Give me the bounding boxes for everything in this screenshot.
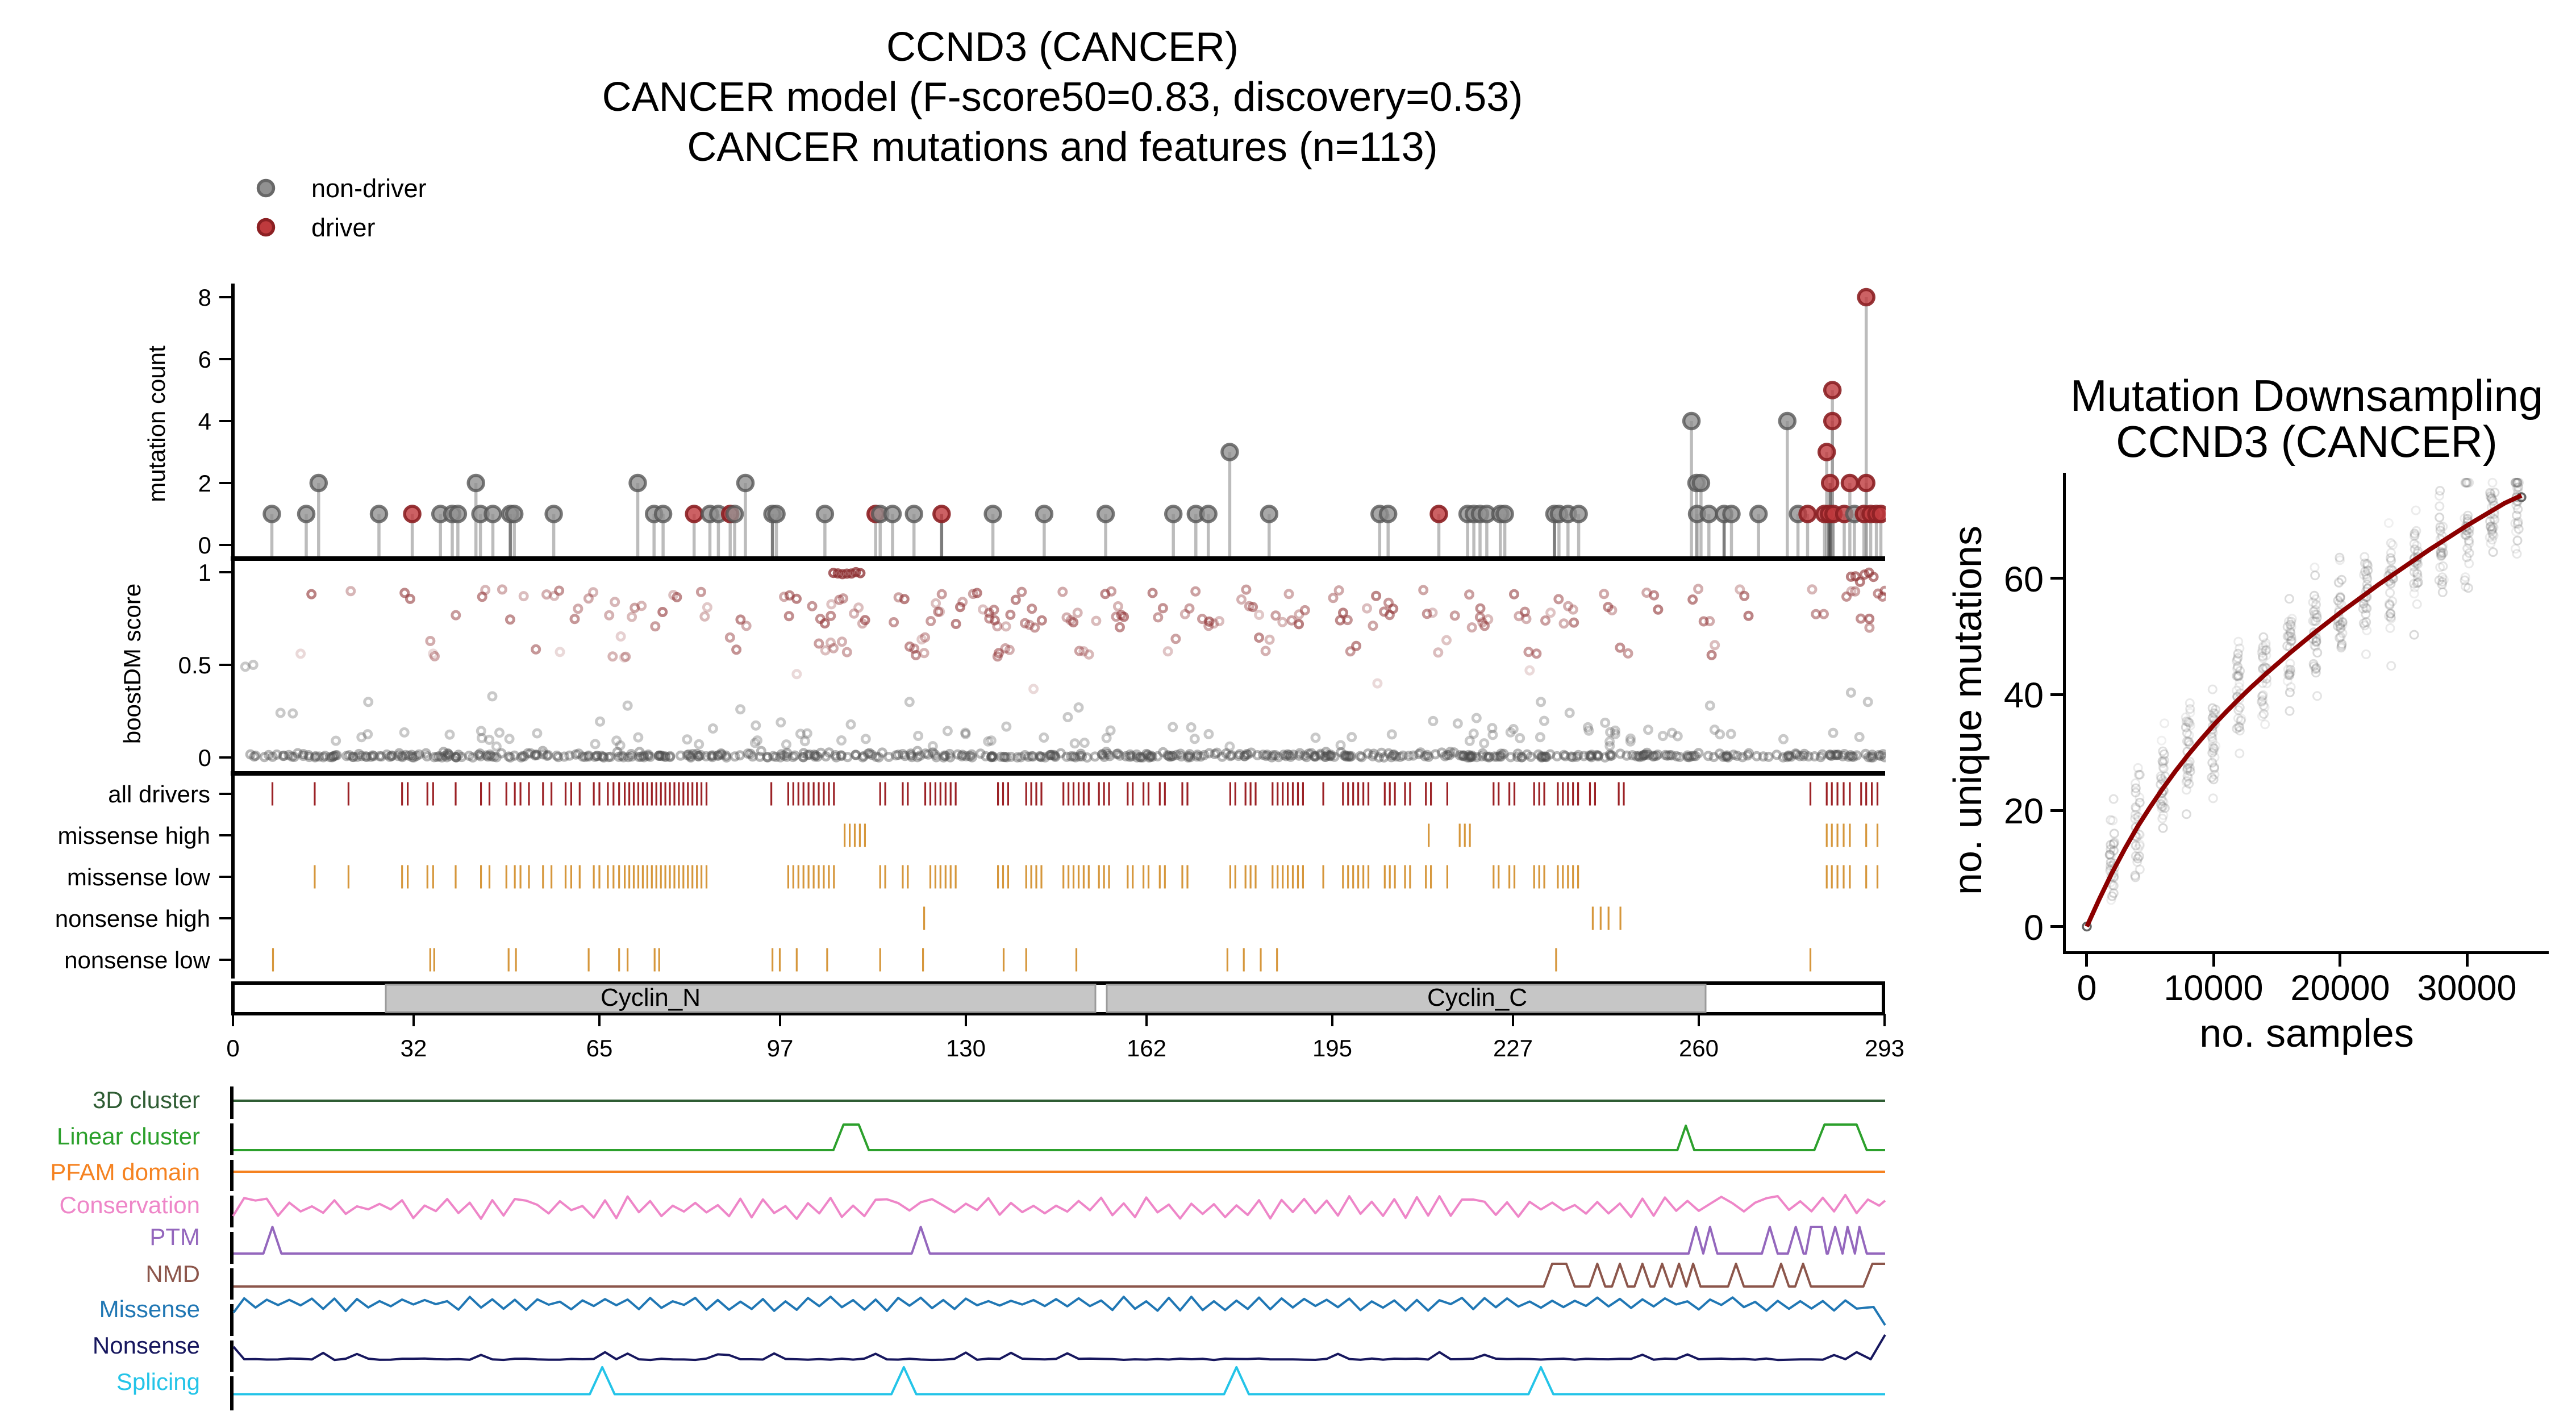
svg-text:all drivers: all drivers — [108, 781, 210, 807]
svg-text:no. unique mutations: no. unique mutations — [1945, 526, 1990, 895]
svg-text:0: 0 — [2024, 908, 2044, 948]
svg-text:3D cluster: 3D cluster — [93, 1086, 200, 1113]
svg-text:PFAM domain: PFAM domain — [50, 1159, 200, 1185]
svg-text:driver: driver — [311, 213, 376, 242]
svg-text:260: 260 — [1679, 1035, 1719, 1061]
svg-text:CANCER model (F-score50=0.83,: CANCER model (F-score50=0.83, discovery=… — [602, 74, 1523, 120]
svg-text:162: 162 — [1127, 1035, 1166, 1061]
svg-text:60: 60 — [2004, 560, 2044, 599]
svg-text:293: 293 — [1865, 1035, 1904, 1061]
svg-text:0: 0 — [2077, 968, 2096, 1008]
svg-text:30000: 30000 — [2417, 968, 2516, 1008]
svg-text:CCND3 (CANCER): CCND3 (CANCER) — [2116, 417, 2498, 467]
svg-text:nonsense low: nonsense low — [64, 947, 211, 973]
svg-text:32: 32 — [401, 1035, 427, 1061]
svg-text:1: 1 — [198, 559, 211, 586]
svg-text:nonsense high: nonsense high — [55, 905, 210, 932]
svg-text:Cyclin_N: Cyclin_N — [601, 984, 701, 1011]
svg-text:20000: 20000 — [2290, 968, 2390, 1008]
svg-text:0: 0 — [198, 744, 211, 771]
svg-text:8: 8 — [198, 284, 211, 311]
svg-text:65: 65 — [586, 1035, 613, 1061]
svg-text:40: 40 — [2004, 676, 2044, 715]
svg-text:missense high: missense high — [58, 822, 210, 849]
svg-text:20: 20 — [2004, 792, 2044, 831]
svg-text:4: 4 — [198, 408, 211, 435]
svg-text:Nonsense: Nonsense — [93, 1332, 200, 1359]
svg-text:CANCER mutations and features: CANCER mutations and features (n=113) — [687, 124, 1437, 170]
svg-text:Missense: Missense — [99, 1296, 200, 1322]
svg-text:Conservation: Conservation — [60, 1192, 200, 1218]
svg-text:missense low: missense low — [67, 864, 211, 890]
svg-text:0: 0 — [198, 532, 211, 559]
svg-text:130: 130 — [946, 1035, 986, 1061]
svg-text:Splicing: Splicing — [116, 1368, 200, 1395]
svg-text:boostDM score: boostDM score — [119, 584, 145, 744]
svg-text:0: 0 — [226, 1035, 239, 1061]
svg-text:0.5: 0.5 — [178, 652, 211, 678]
svg-text:Mutation Downsampling: Mutation Downsampling — [2070, 370, 2543, 421]
svg-text:Cyclin_C: Cyclin_C — [1427, 984, 1527, 1011]
svg-text:non-driver: non-driver — [311, 174, 427, 203]
svg-text:195: 195 — [1312, 1035, 1352, 1061]
svg-text:CCND3 (CANCER): CCND3 (CANCER) — [886, 24, 1239, 70]
svg-text:97: 97 — [767, 1035, 794, 1061]
svg-text:227: 227 — [1493, 1035, 1533, 1061]
svg-text:10000: 10000 — [2164, 968, 2263, 1008]
svg-text:no. samples: no. samples — [2199, 1011, 2414, 1055]
svg-text:6: 6 — [198, 346, 211, 373]
svg-text:2: 2 — [198, 470, 211, 497]
svg-text:Linear cluster: Linear cluster — [57, 1123, 200, 1150]
svg-text:mutation count: mutation count — [143, 345, 170, 502]
svg-text:NMD: NMD — [145, 1260, 200, 1287]
svg-text:PTM: PTM — [149, 1223, 200, 1250]
